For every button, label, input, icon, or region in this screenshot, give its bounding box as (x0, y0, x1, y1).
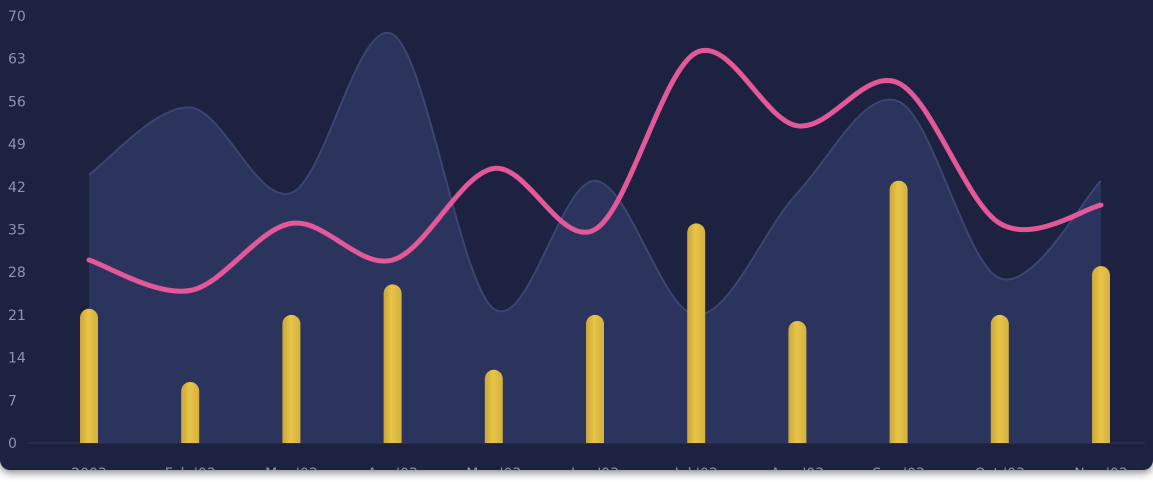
x-tick-label: May '03 (466, 466, 521, 470)
bar (282, 314, 301, 443)
y-tick-label: 56 (8, 94, 26, 110)
bar (586, 314, 604, 443)
area-outline (88, 31, 1102, 316)
x-tick-label: Apr '03 (367, 466, 417, 470)
bar (889, 180, 908, 443)
y-tick-label: 35 (8, 223, 26, 239)
bar (1092, 266, 1110, 443)
y-tick-label: 21 (8, 308, 26, 324)
bar (687, 223, 706, 443)
x-tick-label: Nov '03 (1074, 466, 1127, 470)
area-fill (89, 32, 1101, 443)
bar (788, 321, 807, 443)
x-tick-label: Aug '03 (771, 466, 824, 470)
y-tick-label: 63 (8, 52, 26, 68)
x-tick-label: Mar '03 (265, 466, 318, 470)
y-tick-label: 7 (8, 393, 17, 409)
bar (484, 369, 503, 443)
x-tick-label: Oct '03 (975, 466, 1025, 470)
bar (181, 382, 200, 443)
line (86, 47, 1104, 294)
bar-series (80, 180, 1110, 443)
bar (990, 314, 1009, 443)
area-series (88, 31, 1102, 443)
x-tick-label: Jun '03 (570, 466, 619, 470)
x-tick-label: Jul '03 (674, 466, 718, 470)
bar (383, 284, 402, 443)
bar (80, 308, 98, 443)
x-tick-label: 2003 (71, 466, 107, 470)
y-tick-label: 28 (8, 265, 26, 281)
y-tick-label: 0 (8, 436, 17, 452)
x-axis: 2003 Feb '03 Mar '03 Apr '03 May '03 Jun '03 J… (71, 466, 1128, 470)
y-axis: 0 7 14 21 28 35 42 49 56 63 70 (8, 9, 26, 452)
line-series (86, 47, 1104, 294)
combo-chart: 0 7 14 21 28 35 42 49 56 63 70 2003 Feb '03 Mar '03 A… (8, 9, 1145, 470)
y-tick-label: 42 (8, 180, 26, 196)
y-tick-label: 70 (8, 9, 26, 25)
y-tick-label: 49 (8, 137, 26, 153)
x-tick-label: Feb '03 (165, 466, 216, 470)
chart-container: 0 7 14 21 28 35 42 49 56 63 70 2003 Feb '03 Mar '03 A… (0, 0, 1153, 470)
y-tick-label: 14 (8, 351, 26, 367)
x-tick-label: Sep '03 (872, 466, 925, 470)
